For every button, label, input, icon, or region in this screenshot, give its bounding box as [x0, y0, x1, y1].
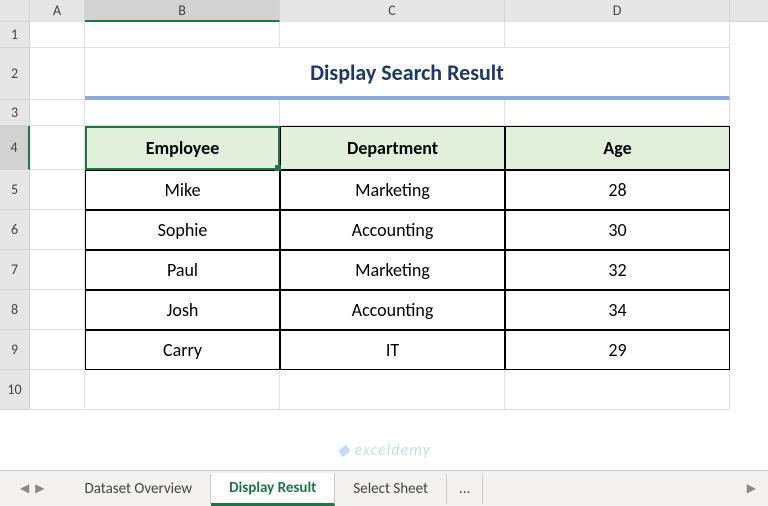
- cell-a1[interactable]: [30, 22, 85, 48]
- cell-a3[interactable]: [30, 100, 85, 126]
- cell-b1[interactable]: [85, 22, 280, 48]
- tab-scroll-right-icon[interactable]: ▶: [747, 481, 756, 496]
- table-cell[interactable]: 34: [505, 290, 730, 330]
- table-cell[interactable]: Josh: [85, 290, 280, 330]
- sheet-tab-display-result[interactable]: Display Result: [211, 473, 335, 506]
- row-header-2[interactable]: 2: [0, 48, 30, 100]
- cell-a4[interactable]: [30, 126, 85, 170]
- table-cell[interactable]: Paul: [85, 250, 280, 290]
- table-cell[interactable]: 30: [505, 210, 730, 250]
- cell-c1[interactable]: [280, 22, 505, 48]
- row-header-6[interactable]: 6: [0, 210, 30, 250]
- col-header-b[interactable]: B: [85, 0, 280, 22]
- tab-nav-next-icon[interactable]: ▶: [33, 479, 46, 498]
- cell-c3[interactable]: [280, 100, 505, 126]
- row-header-7[interactable]: 7: [0, 250, 30, 290]
- table-cell[interactable]: 29: [505, 330, 730, 370]
- row-9: 9 Carry IT 29: [0, 330, 768, 370]
- cell-a5[interactable]: [30, 170, 85, 210]
- sheet-tab-dataset-overview[interactable]: Dataset Overview: [66, 474, 211, 504]
- sheet-tab-bar: ◀ ▶ Dataset Overview Display Result Sele…: [0, 470, 768, 506]
- row-header-9[interactable]: 9: [0, 330, 30, 370]
- col-header-c[interactable]: C: [280, 0, 505, 22]
- select-all-corner[interactable]: [0, 0, 30, 22]
- title-cell[interactable]: Display Search Result: [85, 48, 730, 100]
- cell-d10[interactable]: [505, 370, 730, 410]
- table-cell[interactable]: Carry: [85, 330, 280, 370]
- table-cell[interactable]: 28: [505, 170, 730, 210]
- cell-a9[interactable]: [30, 330, 85, 370]
- table-cell[interactable]: 32: [505, 250, 730, 290]
- cell-b10[interactable]: [85, 370, 280, 410]
- row-header-5[interactable]: 5: [0, 170, 30, 210]
- cell-a7[interactable]: [30, 250, 85, 290]
- row-7: 7 Paul Marketing 32: [0, 250, 768, 290]
- row-10: 10: [0, 370, 768, 410]
- cell-b3[interactable]: [85, 100, 280, 126]
- sheet-tab-select-sheet[interactable]: Select Sheet: [335, 474, 447, 504]
- table-cell[interactable]: Marketing: [280, 250, 505, 290]
- table-header-department[interactable]: Department: [280, 126, 505, 170]
- worksheet-area: A B C D 1 2 Display Search Result 3: [0, 0, 768, 460]
- col-header-d[interactable]: D: [505, 0, 730, 22]
- table-cell[interactable]: Accounting: [280, 210, 505, 250]
- sheet-tab-more[interactable]: ...: [447, 474, 483, 504]
- row-2: 2 Display Search Result: [0, 48, 768, 100]
- table-cell[interactable]: Sophie: [85, 210, 280, 250]
- grid-rows: 1 2 Display Search Result 3 4 Employee D…: [0, 22, 768, 410]
- row-3: 3: [0, 100, 768, 126]
- row-6: 6 Sophie Accounting 30: [0, 210, 768, 250]
- cell-d3[interactable]: [505, 100, 730, 126]
- table-cell[interactable]: Mike: [85, 170, 280, 210]
- table-header-employee[interactable]: Employee: [85, 126, 280, 170]
- tab-nav: ◀ ▶: [18, 479, 46, 498]
- row-header-1[interactable]: 1: [0, 22, 30, 48]
- row-header-4[interactable]: 4: [0, 126, 30, 170]
- table-cell[interactable]: IT: [280, 330, 505, 370]
- row-5: 5 Mike Marketing 28: [0, 170, 768, 210]
- row-header-3[interactable]: 3: [0, 100, 30, 126]
- column-headers: A B C D: [0, 0, 768, 22]
- table-header-age[interactable]: Age: [505, 126, 730, 170]
- cell-d1[interactable]: [505, 22, 730, 48]
- cell-a10[interactable]: [30, 370, 85, 410]
- table-cell[interactable]: Marketing: [280, 170, 505, 210]
- row-8: 8 Josh Accounting 34: [0, 290, 768, 330]
- cell-c10[interactable]: [280, 370, 505, 410]
- row-header-8[interactable]: 8: [0, 290, 30, 330]
- row-header-10[interactable]: 10: [0, 370, 30, 410]
- cell-a6[interactable]: [30, 210, 85, 250]
- row-1: 1: [0, 22, 768, 48]
- cell-a2[interactable]: [30, 48, 85, 100]
- row-4: 4 Employee Department Age: [0, 126, 768, 170]
- tab-nav-prev-icon[interactable]: ◀: [18, 479, 31, 498]
- col-header-a[interactable]: A: [30, 0, 85, 22]
- cell-a8[interactable]: [30, 290, 85, 330]
- table-cell[interactable]: Accounting: [280, 290, 505, 330]
